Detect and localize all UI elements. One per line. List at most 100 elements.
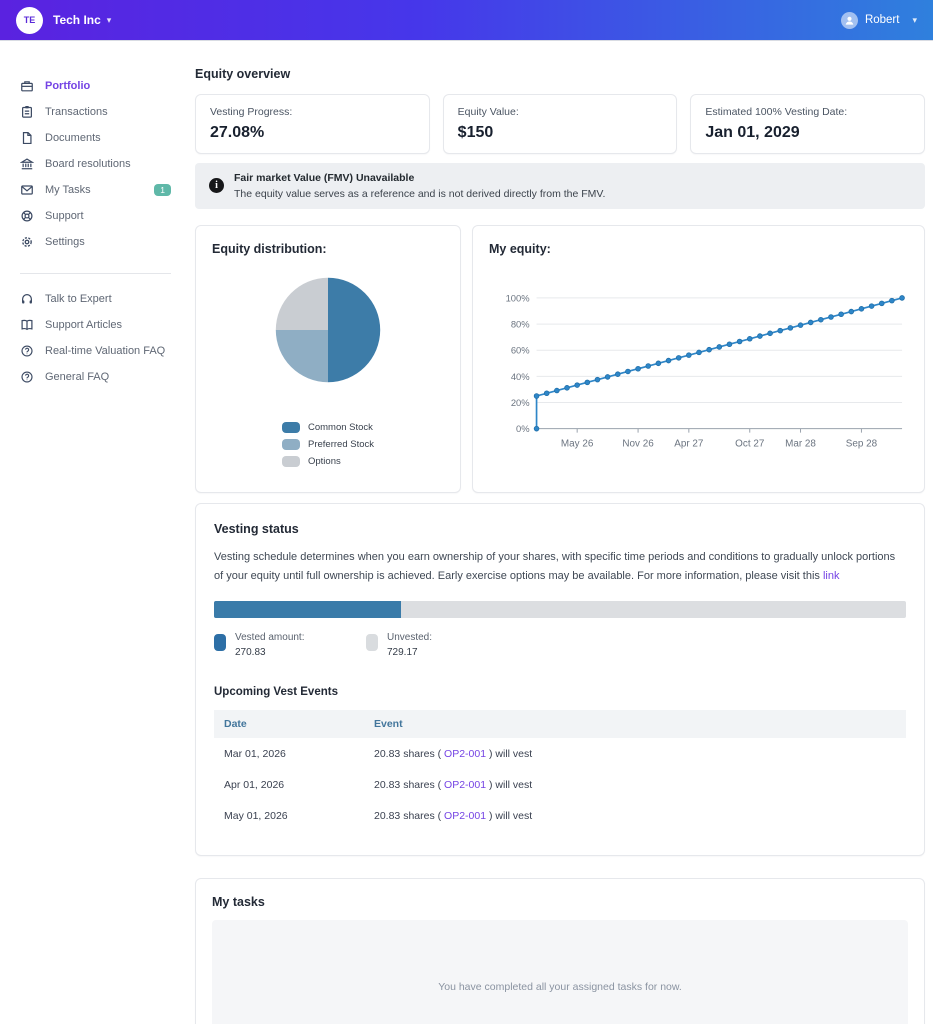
sidebar-item-label: Real-time Valuation FAQ bbox=[45, 345, 166, 357]
tasks-empty-message: You have completed all your assigned tas… bbox=[438, 981, 682, 993]
sidebar-item-realtime-valuation-faq[interactable]: Real-time Valuation FAQ bbox=[20, 338, 193, 364]
bank-icon bbox=[20, 157, 34, 171]
upcoming-vest-events-title: Upcoming Vest Events bbox=[214, 685, 338, 698]
legend-swatch bbox=[282, 422, 300, 433]
svg-text:100%: 100% bbox=[506, 292, 531, 303]
gear-icon bbox=[20, 235, 34, 249]
event-text: 20.83 shares ( bbox=[374, 809, 445, 822]
unvested-swatch bbox=[366, 633, 378, 651]
table-row: Mar 01, 2026 20.83 shares ( OP2-001 ) wi… bbox=[214, 738, 906, 769]
stat-value: $150 bbox=[457, 124, 494, 141]
question-circle-icon bbox=[20, 370, 34, 384]
unvested-legend-item: Unvested: 729.17 bbox=[366, 632, 518, 658]
vesting-description-text: Vesting schedule determines when you ear… bbox=[214, 551, 896, 583]
unvested-value: 729.17 bbox=[387, 646, 418, 658]
sidebar-item-board-resolutions[interactable]: Board resolutions bbox=[20, 151, 193, 177]
sidebar-item-label: Settings bbox=[45, 236, 85, 248]
svg-text:May 26: May 26 bbox=[561, 439, 594, 450]
my-equity-card: My equity: 0% 20% 40% 60% 80% 100% May 26 Nov 2… bbox=[472, 225, 925, 493]
svg-text:40%: 40% bbox=[511, 371, 530, 382]
line-chart-title: My equity: bbox=[489, 242, 551, 256]
stat-label: Equity Value: bbox=[457, 106, 519, 118]
sidebar-item-talk-to-expert[interactable]: Talk to Expert bbox=[20, 286, 193, 312]
legend-item-preferred-stock: Preferred Stock bbox=[282, 439, 374, 450]
svg-text:Nov 26: Nov 26 bbox=[622, 439, 654, 450]
svg-text:80%: 80% bbox=[511, 319, 530, 330]
sidebar-item-support[interactable]: Support bbox=[20, 203, 193, 229]
equity-distribution-card: Equity distribution: Common Stock Prefer… bbox=[195, 225, 461, 493]
headphones-icon bbox=[20, 292, 34, 306]
book-icon bbox=[20, 318, 34, 332]
vesting-status-card: Vesting status Vesting schedule determin… bbox=[195, 503, 925, 856]
user-menu[interactable]: Robert ▾ bbox=[840, 11, 917, 29]
sidebar-item-general-faq[interactable]: General FAQ bbox=[20, 364, 193, 390]
my-tasks-title: My tasks bbox=[212, 894, 265, 909]
event-text: 20.83 shares ( bbox=[374, 778, 445, 791]
sidebar-item-support-articles[interactable]: Support Articles bbox=[20, 312, 193, 338]
sidebar-item-label: Portfolio bbox=[45, 80, 91, 92]
my-equity-line-chart: 0% 20% 40% 60% 80% 100% May 26 Nov 26 Apr 27 Oct … bbox=[506, 292, 905, 450]
notice-title: Fair market Value (FMV) Unavailable bbox=[234, 172, 415, 184]
sidebar-item-documents[interactable]: Documents bbox=[20, 125, 193, 151]
sidebar-item-label: General FAQ bbox=[45, 371, 110, 383]
user-name: Robert bbox=[864, 14, 900, 26]
my-tasks-card: My tasks You have completed all your ass… bbox=[195, 877, 925, 1024]
company-switcher-chevron-icon[interactable]: ▾ bbox=[106, 14, 112, 25]
grant-link[interactable]: OP2-001 bbox=[444, 809, 487, 822]
stat-card-vesting-progress: Vesting Progress: 27.08% bbox=[195, 94, 430, 154]
stat-label: Estimated 100% Vesting Date: bbox=[705, 106, 848, 118]
stat-label: Vesting Progress: bbox=[210, 106, 293, 118]
stat-card-equity-value: Equity Value: $150 bbox=[442, 94, 678, 154]
sidebar-item-label: Support Articles bbox=[45, 319, 123, 331]
sidebar-item-label: Support bbox=[45, 210, 84, 222]
transactions-icon bbox=[20, 105, 34, 119]
stat-card-vesting-date: Estimated 100% Vesting Date: Jan 01, 202… bbox=[690, 94, 926, 154]
equity-distribution-pie-chart bbox=[275, 277, 381, 383]
legend-swatch bbox=[282, 439, 300, 450]
sidebar-item-label: My Tasks bbox=[45, 184, 91, 196]
svg-text:60%: 60% bbox=[511, 345, 530, 356]
vesting-info-link[interactable]: link bbox=[822, 570, 840, 583]
legend-item-common-stock: Common Stock bbox=[282, 422, 374, 433]
table-row: Apr 01, 2026 20.83 shares ( OP2-001 ) wi… bbox=[214, 769, 906, 800]
sidebar-item-portfolio[interactable]: Portfolio bbox=[20, 73, 193, 99]
company-logo: TE bbox=[16, 6, 43, 34]
vested-legend-item: Vested amount: 270.83 bbox=[214, 632, 366, 658]
legend-item-options: Options bbox=[282, 456, 374, 467]
vesting-status-title: Vesting status bbox=[214, 522, 299, 536]
document-icon bbox=[20, 131, 34, 145]
svg-text:Apr 27: Apr 27 bbox=[674, 439, 703, 450]
fmv-notice-banner: i Fair market Value (FMV) Unavailable Th… bbox=[195, 163, 925, 209]
event-description: 20.83 shares ( OP2-001 ) will vest bbox=[364, 738, 906, 769]
column-header-event: Event bbox=[364, 709, 906, 738]
svg-text:20%: 20% bbox=[511, 397, 530, 408]
sidebar-item-transactions[interactable]: Transactions bbox=[20, 99, 193, 125]
sidebar-item-settings[interactable]: Settings bbox=[20, 229, 193, 255]
legend-label: Common Stock bbox=[308, 422, 373, 433]
unvested-label: Unvested: bbox=[387, 631, 433, 643]
column-header-date: Date bbox=[214, 709, 364, 738]
svg-text:Sep 28: Sep 28 bbox=[846, 439, 878, 450]
event-date: Apr 01, 2026 bbox=[224, 778, 285, 791]
event-text: 20.83 shares ( bbox=[374, 747, 445, 760]
envelope-icon bbox=[20, 183, 34, 197]
event-date: Mar 01, 2026 bbox=[224, 747, 286, 760]
event-description: 20.83 shares ( OP2-001 ) will vest bbox=[364, 769, 906, 800]
svg-text:Mar 28: Mar 28 bbox=[785, 439, 816, 450]
pie-legend: Common Stock Preferred Stock Options bbox=[282, 422, 374, 467]
user-menu-chevron-icon[interactable]: ▾ bbox=[912, 14, 917, 25]
lifebuoy-icon bbox=[20, 209, 34, 223]
overview-cards: Vesting Progress: 27.08% Equity Value: $… bbox=[195, 94, 926, 154]
legend-label: Preferred Stock bbox=[308, 439, 374, 450]
stat-value: Jan 01, 2029 bbox=[705, 124, 800, 141]
legend-label: Options bbox=[308, 456, 341, 467]
sidebar-divider bbox=[20, 273, 171, 274]
grant-link[interactable]: OP2-001 bbox=[444, 747, 487, 760]
vest-events-table: Date Event Mar 01, 2026 20.83 shares ( O… bbox=[214, 709, 906, 831]
sidebar-item-my-tasks[interactable]: My Tasks 1 bbox=[20, 177, 193, 203]
vested-value: 270.83 bbox=[235, 646, 266, 658]
tasks-count-badge: 1 bbox=[154, 183, 171, 197]
grant-link[interactable]: OP2-001 bbox=[444, 778, 487, 791]
vesting-description: Vesting schedule determines when you ear… bbox=[214, 548, 906, 587]
event-text: ) will vest bbox=[486, 747, 533, 760]
